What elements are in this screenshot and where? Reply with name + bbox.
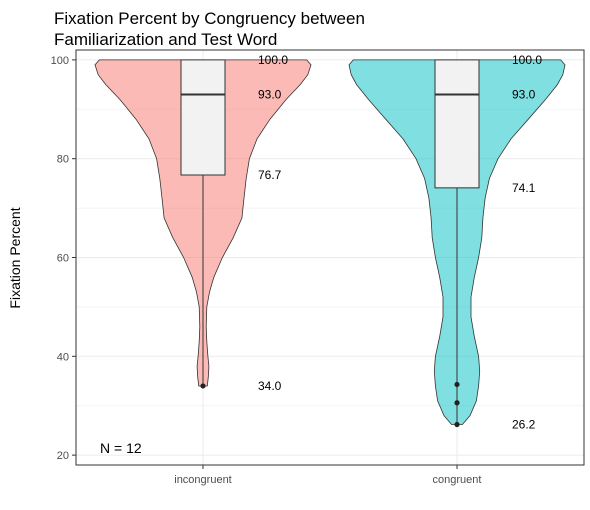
- stat-label-incongruent: 100.0: [258, 53, 288, 67]
- y-axis-title: Fixation Percent: [7, 207, 23, 308]
- x-tick-label-congruent: congruent: [433, 474, 482, 486]
- stat-label-incongruent: 34.0: [258, 379, 282, 393]
- outlier-point: [454, 400, 459, 405]
- stat-label-congruent: 74.1: [512, 181, 536, 195]
- sample-size-label: N = 12: [100, 440, 142, 456]
- outlier-point: [454, 422, 459, 427]
- outlier-point: [454, 382, 459, 387]
- stat-label-incongruent: 76.7: [258, 168, 282, 182]
- box-incongruent: [181, 60, 225, 175]
- y-tick-label: 40: [57, 351, 69, 363]
- box-congruent: [435, 60, 479, 188]
- y-tick-label: 80: [57, 154, 69, 166]
- stat-label-congruent: 93.0: [512, 87, 536, 101]
- y-tick-label: 20: [57, 450, 69, 462]
- stat-label-congruent: 26.2: [512, 417, 536, 431]
- x-tick-label-incongruent: incongruent: [174, 474, 232, 486]
- stat-label-congruent: 100.0: [512, 53, 542, 67]
- outlier-point: [200, 383, 205, 388]
- y-tick-label: 60: [57, 253, 69, 265]
- stat-label-incongruent: 93.0: [258, 87, 282, 101]
- y-tick-label: 100: [51, 55, 69, 67]
